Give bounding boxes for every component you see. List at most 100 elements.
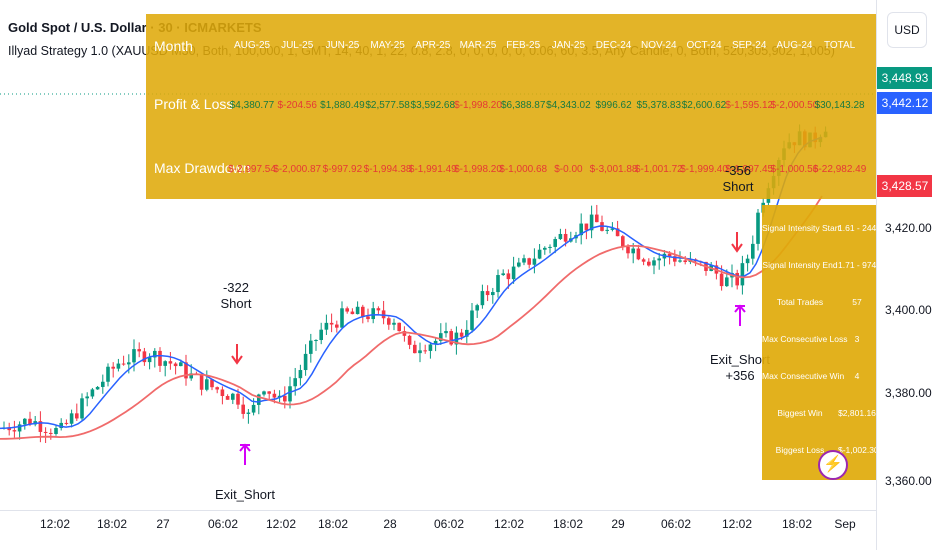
profit-loss-cell: $-1,998.20	[454, 100, 502, 111]
candle-body	[319, 329, 323, 341]
candle-body	[501, 273, 505, 276]
month-header: DEC-24	[595, 40, 632, 51]
candle-body	[537, 249, 542, 259]
stat-label: Max Consecutive Loss	[762, 334, 848, 344]
time-tick-label: 06:02	[433, 517, 465, 531]
stat-value: $-1,002.30	[838, 445, 879, 455]
max-drawdown-cell: $-1,997.45	[725, 164, 774, 175]
trade2-exit-value: +356	[725, 368, 755, 383]
time-tick-label: 18:02	[552, 517, 584, 531]
candle-body	[745, 258, 750, 264]
candle-body	[615, 228, 620, 237]
candle-body	[28, 418, 32, 425]
time-tick-label: 06:02	[207, 517, 239, 531]
candle-body	[423, 350, 427, 352]
time-axis[interactable]: 12:02 18:02 27 06:02 12:02 18:02 28 06:02 12:02 1…	[0, 510, 876, 551]
candle-body	[579, 223, 583, 236]
candle-body	[272, 393, 277, 398]
stat-value: 57	[852, 297, 862, 307]
time-tick-label: 28	[383, 517, 397, 531]
candle-body	[231, 393, 235, 400]
candle-body	[189, 373, 193, 379]
candle-body	[428, 344, 433, 351]
candle-body	[340, 308, 344, 328]
trade1-side: Short	[220, 296, 252, 311]
candle-body	[719, 273, 724, 287]
time-tick-label: 18:02	[96, 517, 128, 531]
candle-body	[506, 273, 511, 280]
time-tick-label: 12:02	[721, 517, 753, 531]
time-tick-label: 18:02	[781, 517, 813, 531]
profit-loss-cell: $-204.56	[277, 100, 317, 111]
candle-body	[683, 260, 687, 262]
candle-body	[605, 229, 609, 231]
candle-body	[667, 253, 672, 257]
candle-body	[147, 357, 152, 363]
chart-area[interactable]: Gold Spot / U.S. Dollar · 30 · ICMARKETS…	[0, 0, 889, 510]
price-badge: 3,448.93	[877, 67, 932, 89]
time-tick-label: 06:02	[660, 517, 692, 531]
candle-body	[563, 233, 568, 242]
candle-body	[184, 362, 188, 379]
candle-body	[283, 395, 287, 402]
candle-body	[418, 350, 422, 354]
price-chart[interactable]	[0, 0, 876, 510]
candle-body	[631, 248, 635, 254]
candle-body	[673, 256, 677, 262]
candle-body	[511, 266, 516, 280]
candle-body	[158, 350, 162, 366]
candle-body	[454, 332, 459, 345]
currency-button[interactable]: USD	[887, 12, 927, 48]
price-badge: 3,428.57	[877, 175, 932, 197]
candle-body	[293, 378, 297, 387]
exit-short-arrow-icon	[239, 443, 251, 465]
time-tick-label: 12:02	[265, 517, 297, 531]
candle-body	[210, 379, 214, 388]
month-header: JUL-25	[281, 40, 314, 51]
stat-value: 1.61 - 244.02	[838, 223, 889, 233]
candle-body	[657, 258, 661, 261]
max-drawdown-cell: $-1,994.38	[363, 164, 412, 175]
max-drawdown-cell: $-997.92	[322, 164, 363, 175]
candle-body	[205, 379, 209, 390]
profit-loss-cell: $-2,000.50	[770, 100, 819, 111]
candle-body	[199, 374, 204, 390]
candle-body	[127, 362, 131, 365]
month-header: APR-25	[415, 40, 451, 51]
candle-body	[153, 350, 157, 358]
candle-body	[64, 422, 69, 424]
time-tick-label: 27	[156, 517, 170, 531]
candle-body	[470, 310, 474, 330]
short-entry-arrow-icon	[731, 232, 743, 253]
candle-body	[168, 361, 173, 364]
lightning-bolt-icon[interactable]: ⚡	[818, 450, 848, 480]
candle-body	[85, 396, 89, 399]
price-axis[interactable]: USD 3,420.00 3,400.00 3,380.00 3,360.00 3,4…	[876, 0, 932, 550]
candle-body	[75, 413, 79, 419]
candle-body	[444, 331, 448, 334]
candle-body	[678, 260, 682, 262]
candle-body	[449, 331, 453, 345]
candle-body	[314, 340, 318, 342]
candle-body	[69, 413, 74, 424]
candle-body	[17, 424, 22, 432]
month-header: SEP-24	[731, 40, 767, 51]
stat-label: Signal Intensity Start	[762, 223, 840, 233]
candle-body	[335, 324, 339, 328]
time-tick-label: 29	[611, 517, 625, 531]
profit-loss-cell: $1,880.49	[320, 100, 365, 111]
candle-body	[137, 349, 141, 352]
candle-body	[38, 421, 43, 432]
time-tick-label: 18:02	[317, 517, 349, 531]
candle-body	[355, 306, 360, 315]
month-header: JUN-25	[325, 40, 360, 51]
candle-body	[303, 353, 308, 371]
max-drawdown-cell: $-2,997.54	[228, 164, 276, 175]
stat-value: 4	[854, 371, 860, 381]
candle-body	[111, 366, 115, 369]
candle-body	[95, 386, 100, 390]
candle-body	[267, 391, 271, 394]
candle-body	[725, 277, 729, 287]
stat-label: Biggest Win	[777, 408, 823, 418]
candle-body	[433, 340, 438, 345]
